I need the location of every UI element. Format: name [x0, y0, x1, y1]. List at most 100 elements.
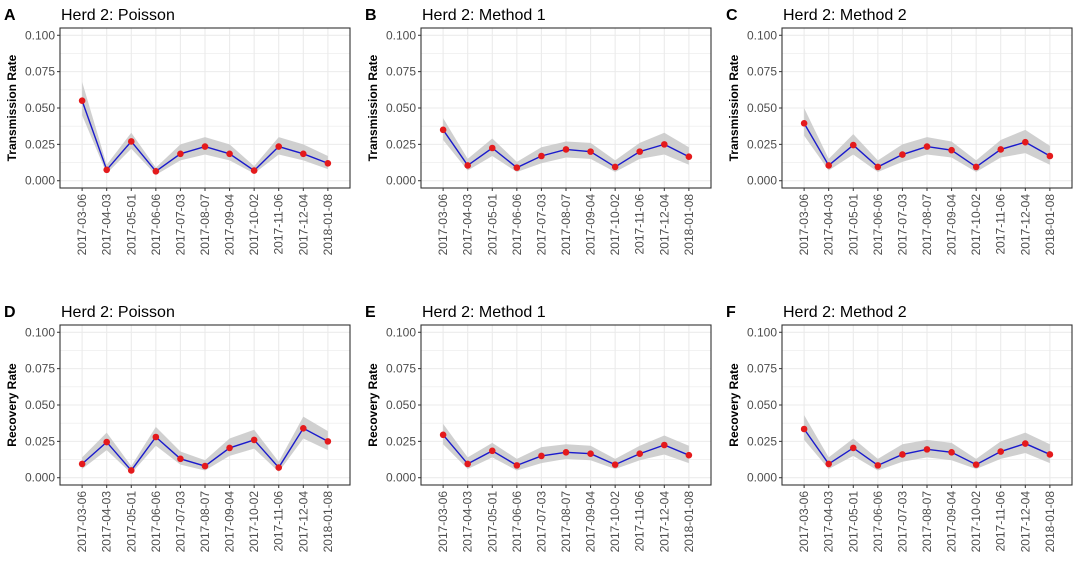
- y-tick-label: 0.025: [25, 434, 55, 448]
- data-point: [275, 464, 283, 471]
- data-point: [562, 448, 570, 456]
- y-tick-label: 0.050: [25, 398, 55, 412]
- x-tick-label: 2018-01-08: [321, 194, 335, 256]
- panel-e: E Herd 2: Method 1 0.000 0.025 0.050 0.075 0.1…: [365, 304, 712, 553]
- x-tick-label: 2017-07-03: [895, 194, 909, 256]
- data-point: [152, 433, 160, 441]
- data-point: [636, 148, 644, 155]
- panel-title: Herd 2: Method 1: [422, 7, 546, 24]
- data-point: [300, 424, 307, 432]
- x-tick-label: 2017-03-06: [75, 194, 89, 256]
- x-tick-label: 2017-03-06: [75, 491, 89, 553]
- data-point: [103, 166, 110, 174]
- y-tick-label: 0.075: [747, 65, 777, 79]
- data-point: [78, 97, 86, 105]
- x-tick-label: 2017-03-06: [797, 194, 811, 256]
- data-point: [103, 438, 110, 446]
- confidence-ribbon: [82, 416, 328, 474]
- data-point: [874, 462, 882, 469]
- x-tick-label: 2017-05-01: [124, 194, 138, 256]
- x-tick-label: 2017-06-06: [149, 491, 163, 553]
- data-point: [152, 167, 160, 175]
- y-tick-label: 0.050: [747, 398, 777, 412]
- x-tick-label: 2017-05-01: [846, 194, 860, 256]
- data-point: [587, 450, 594, 458]
- y-tick-label: 0.025: [747, 434, 777, 448]
- x-tick-label: 2017-12-04: [296, 194, 310, 256]
- y-tick-label: 0.075: [386, 362, 416, 376]
- y-tick-label: 0.050: [386, 398, 416, 412]
- panel-title: Herd 2: Poisson: [61, 7, 175, 24]
- y-axis-label: Transmission Rate: [366, 54, 380, 161]
- data-point: [923, 446, 931, 453]
- data-point: [948, 448, 955, 456]
- data-point: [538, 152, 545, 160]
- data-point: [488, 447, 496, 455]
- panel-label: D: [4, 304, 16, 321]
- data-point: [464, 460, 471, 468]
- x-tick-label: 2018-01-08: [1043, 194, 1057, 256]
- x-tick-label: 2017-05-01: [485, 491, 499, 553]
- x-tick-label: 2017-06-06: [510, 491, 524, 553]
- panel-title: Herd 2: Method 1: [422, 304, 546, 321]
- panel-title: Herd 2: Method 2: [783, 304, 907, 321]
- x-tick-label: 2017-12-04: [1018, 491, 1032, 553]
- data-point: [611, 461, 619, 468]
- data-point: [201, 143, 209, 150]
- x-tick-label: 2017-03-06: [436, 194, 450, 256]
- x-tick-label: 2017-11-06: [272, 194, 286, 255]
- data-point: [324, 438, 332, 445]
- x-tick-label: 2017-04-03: [822, 491, 836, 553]
- x-tick-label: 2018-01-08: [682, 491, 696, 553]
- data-point: [685, 153, 693, 161]
- y-axis-label: Recovery Rate: [727, 363, 741, 447]
- y-axis-label: Transmission Rate: [5, 54, 19, 161]
- panel-label: C: [726, 7, 738, 24]
- panel-d: D Herd 2: Poisson 0.000 0.025 0.050 0.075 0.10…: [4, 304, 351, 553]
- data-point: [923, 143, 931, 150]
- data-point: [874, 163, 882, 171]
- data-point: [439, 126, 447, 134]
- x-tick-label: 2017-09-04: [945, 491, 959, 553]
- x-tick-label: 2017-08-07: [198, 491, 212, 553]
- y-axis-label: Transmission Rate: [727, 54, 741, 161]
- x-tick-label: 2017-10-02: [969, 194, 983, 256]
- data-point: [78, 460, 86, 468]
- x-tick-label: 2017-12-04: [1018, 194, 1032, 256]
- x-tick-label: 2017-07-03: [173, 491, 187, 553]
- x-tick-label: 2017-09-04: [584, 194, 598, 256]
- panel-border: [420, 324, 712, 486]
- data-point: [997, 448, 1005, 455]
- y-tick-label: 0.075: [386, 65, 416, 79]
- x-tick-label: 2017-09-04: [223, 194, 237, 256]
- y-axis-label: Recovery Rate: [366, 363, 380, 447]
- x-tick-label: 2017-10-02: [608, 194, 622, 256]
- x-tick-label: 2018-01-08: [1043, 491, 1057, 553]
- x-tick-label: 2017-10-02: [608, 491, 622, 553]
- data-point: [562, 146, 570, 153]
- data-point: [800, 119, 808, 127]
- x-tick-label: 2017-08-07: [559, 491, 573, 553]
- x-tick-label: 2017-04-03: [100, 194, 114, 256]
- x-tick-label: 2017-04-03: [461, 491, 475, 553]
- x-tick-label: 2017-04-03: [822, 194, 836, 256]
- panel-border: [59, 27, 351, 189]
- data-point: [250, 167, 258, 174]
- confidence-ribbon: [82, 81, 328, 175]
- panel-f: F Herd 2: Method 2 0.000 0.025 0.050 0.075 0.1…: [726, 304, 1073, 553]
- x-tick-label: 2017-10-02: [969, 491, 983, 553]
- x-tick-label: 2017-09-04: [223, 491, 237, 553]
- data-point: [849, 444, 857, 452]
- panel-label: A: [4, 7, 16, 24]
- panel-border: [59, 324, 351, 486]
- x-tick-label: 2017-09-04: [945, 194, 959, 256]
- panel-border: [781, 27, 1073, 189]
- data-point: [997, 146, 1005, 153]
- y-tick-label: 0.100: [386, 325, 416, 339]
- data-point: [800, 425, 808, 433]
- x-tick-label: 2017-04-03: [100, 491, 114, 553]
- panel-border: [781, 324, 1073, 486]
- x-tick-label: 2017-11-06: [633, 194, 647, 255]
- data-point: [636, 450, 644, 458]
